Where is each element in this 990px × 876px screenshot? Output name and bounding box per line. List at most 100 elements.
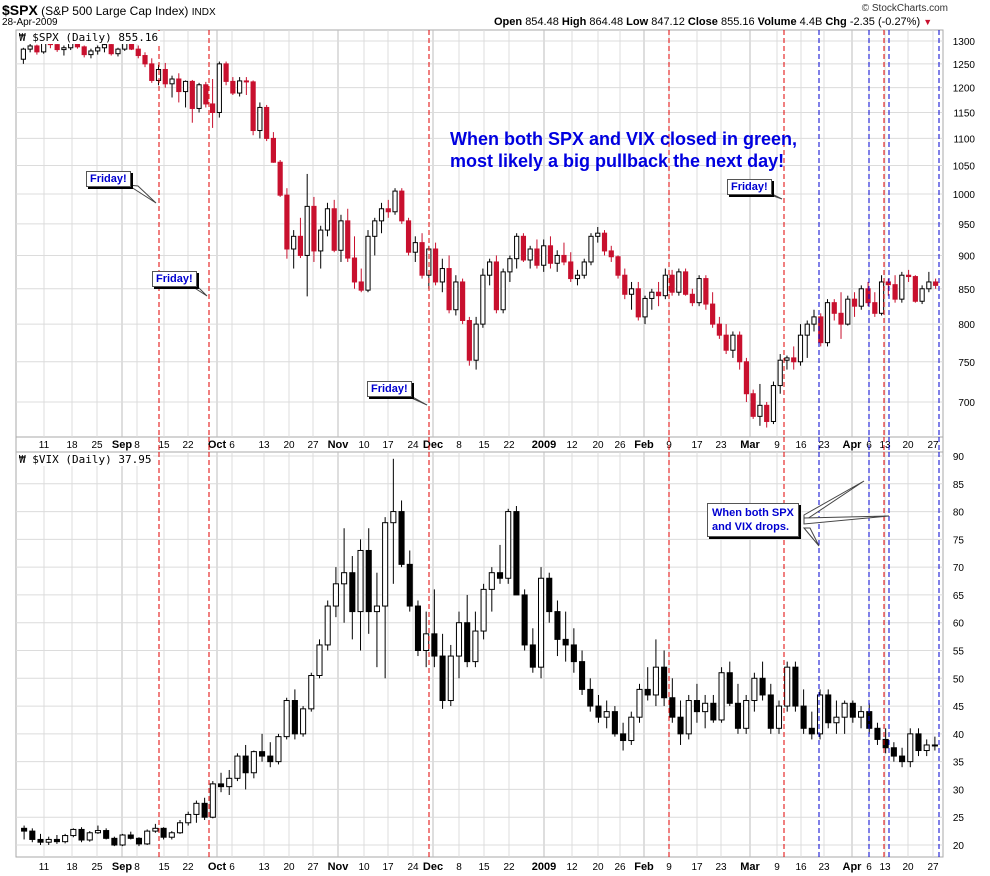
volume-value: 4.4B bbox=[799, 16, 823, 28]
change-value: -2.35 (-0.27%) bbox=[849, 16, 921, 28]
svg-text:9: 9 bbox=[774, 440, 780, 451]
svg-text:850: 850 bbox=[958, 285, 975, 296]
svg-text:27: 27 bbox=[927, 862, 939, 873]
friday-callout-2: Friday! bbox=[152, 271, 197, 287]
svg-text:70: 70 bbox=[953, 563, 965, 574]
svg-text:20: 20 bbox=[283, 862, 295, 873]
svg-text:900: 900 bbox=[958, 251, 975, 262]
svg-text:1200: 1200 bbox=[953, 84, 976, 95]
svg-text:17: 17 bbox=[691, 862, 703, 873]
svg-text:Mar: Mar bbox=[740, 861, 760, 873]
friday-callout-3: Friday! bbox=[367, 381, 412, 397]
friday-callout-1: Friday! bbox=[86, 171, 131, 187]
svg-text:Feb: Feb bbox=[634, 439, 654, 451]
vix-callout-line1: When both SPX bbox=[712, 507, 794, 519]
svg-text:26: 26 bbox=[614, 440, 626, 451]
svg-text:15: 15 bbox=[158, 862, 170, 873]
svg-text:40: 40 bbox=[953, 730, 965, 741]
svg-text:12: 12 bbox=[566, 440, 578, 451]
svg-text:13: 13 bbox=[879, 862, 891, 873]
svg-text:22: 22 bbox=[182, 862, 194, 873]
svg-text:15: 15 bbox=[158, 440, 170, 451]
svg-text:13: 13 bbox=[879, 440, 891, 451]
close-value: 855.16 bbox=[720, 16, 755, 28]
svg-text:Apr: Apr bbox=[843, 861, 863, 873]
svg-text:20: 20 bbox=[902, 440, 914, 451]
svg-text:15: 15 bbox=[478, 862, 490, 873]
svg-text:6: 6 bbox=[229, 862, 235, 873]
svg-text:6: 6 bbox=[229, 440, 235, 451]
symbol: $SPX bbox=[2, 2, 38, 18]
svg-text:6: 6 bbox=[866, 862, 872, 873]
svg-text:80: 80 bbox=[953, 508, 965, 519]
svg-text:11: 11 bbox=[39, 862, 50, 873]
main-annotation-line2: most likely a big pullback the next day! bbox=[450, 151, 785, 171]
low-value: 847.12 bbox=[651, 16, 685, 28]
symbol-title: $SPX (S&P 500 Large Cap Index) INDX bbox=[2, 2, 216, 18]
vix-callout-line2: and VIX drops. bbox=[712, 521, 790, 533]
svg-text:75: 75 bbox=[953, 535, 965, 546]
svg-text:16: 16 bbox=[795, 440, 807, 451]
exchange: INDX bbox=[191, 7, 216, 18]
volume-label: Volume bbox=[757, 16, 797, 28]
spx-panel-label: ₩ $SPX (Daily) 855.16 bbox=[17, 31, 161, 44]
svg-text:22: 22 bbox=[503, 440, 515, 451]
svg-text:Dec: Dec bbox=[423, 861, 443, 873]
svg-text:11: 11 bbox=[39, 440, 50, 451]
vix-drop-callout: When both SPX and VIX drops. bbox=[707, 503, 799, 537]
ohlc-stats: Open 854.48 High 864.48 Low 847.12 Close… bbox=[494, 16, 932, 28]
svg-text:17: 17 bbox=[382, 862, 394, 873]
svg-text:20: 20 bbox=[592, 862, 604, 873]
svg-text:15: 15 bbox=[478, 440, 490, 451]
svg-text:24: 24 bbox=[407, 862, 419, 873]
svg-text:Nov: Nov bbox=[328, 861, 350, 873]
svg-text:27: 27 bbox=[927, 440, 939, 451]
svg-text:20: 20 bbox=[902, 862, 914, 873]
svg-text:24: 24 bbox=[407, 440, 419, 451]
svg-text:25: 25 bbox=[91, 862, 103, 873]
svg-text:22: 22 bbox=[182, 440, 194, 451]
high-value: 864.48 bbox=[589, 16, 624, 28]
svg-text:26: 26 bbox=[614, 862, 626, 873]
svg-text:1000: 1000 bbox=[953, 190, 976, 201]
svg-text:22: 22 bbox=[503, 862, 515, 873]
svg-text:16: 16 bbox=[795, 862, 807, 873]
svg-text:1250: 1250 bbox=[953, 60, 976, 71]
svg-text:50: 50 bbox=[953, 674, 965, 685]
svg-text:9: 9 bbox=[774, 862, 780, 873]
svg-text:18: 18 bbox=[66, 862, 78, 873]
svg-text:Dec: Dec bbox=[423, 439, 443, 451]
low-label: Low bbox=[626, 16, 649, 28]
copyright: © StockCharts.com bbox=[861, 3, 948, 14]
svg-text:Sep: Sep bbox=[112, 861, 132, 873]
svg-text:1150: 1150 bbox=[953, 108, 975, 119]
svg-text:23: 23 bbox=[818, 440, 830, 451]
svg-text:35: 35 bbox=[953, 758, 965, 769]
symbol-name: (S&P 500 Large Cap Index) bbox=[41, 4, 189, 18]
svg-text:10: 10 bbox=[358, 440, 370, 451]
svg-text:30: 30 bbox=[953, 785, 965, 796]
svg-text:25: 25 bbox=[91, 440, 103, 451]
svg-text:13: 13 bbox=[258, 862, 270, 873]
svg-text:1100: 1100 bbox=[953, 134, 975, 145]
svg-text:8: 8 bbox=[456, 862, 462, 873]
high-label: High bbox=[561, 16, 587, 28]
svg-text:750: 750 bbox=[958, 358, 975, 369]
svg-text:23: 23 bbox=[715, 440, 727, 451]
svg-text:27: 27 bbox=[307, 862, 319, 873]
svg-text:25: 25 bbox=[953, 813, 965, 824]
svg-text:9: 9 bbox=[666, 862, 672, 873]
svg-text:Feb: Feb bbox=[634, 861, 654, 873]
change-label: Chg bbox=[825, 16, 847, 28]
close-label: Close bbox=[687, 16, 718, 28]
svg-text:90: 90 bbox=[953, 452, 965, 463]
svg-text:12: 12 bbox=[566, 862, 578, 873]
svg-text:13: 13 bbox=[258, 440, 270, 451]
friday-callout-4: Friday! bbox=[727, 179, 772, 195]
vix-panel-label: ₩ $VIX (Daily) 37.95 bbox=[17, 453, 154, 466]
svg-text:950: 950 bbox=[958, 220, 975, 231]
svg-text:18: 18 bbox=[66, 440, 78, 451]
chart-date: 28-Apr-2009 bbox=[2, 17, 58, 28]
vix-label-text: $VIX (Daily) 37.95 bbox=[32, 453, 152, 466]
